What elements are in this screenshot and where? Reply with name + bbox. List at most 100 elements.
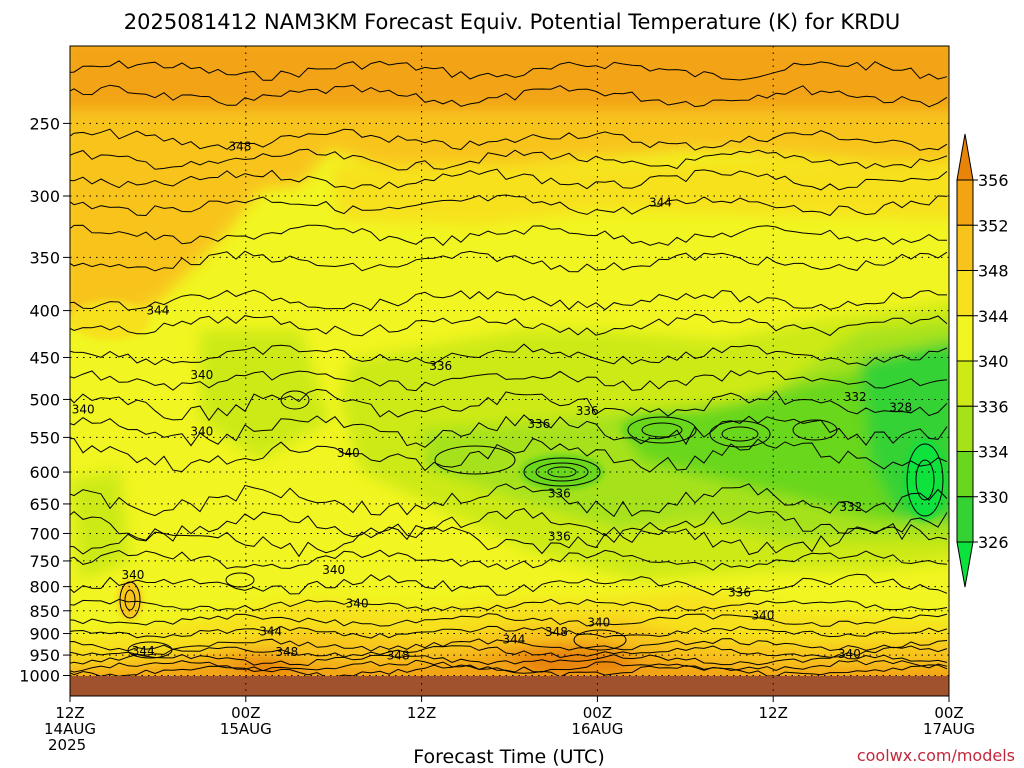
contour-label: 340 xyxy=(838,647,861,661)
contour-ring xyxy=(627,416,697,444)
y-tick-label: 700 xyxy=(29,524,60,543)
y-tick-label: 900 xyxy=(29,625,60,644)
colorbar-label: 336 xyxy=(978,397,1009,416)
contour-line xyxy=(70,573,948,596)
contour-line xyxy=(70,437,948,473)
y-tick-label: 950 xyxy=(29,646,60,665)
contour-label: 340 xyxy=(322,563,345,577)
colorbar-label: 348 xyxy=(978,262,1009,281)
contour-line xyxy=(70,128,948,151)
contour-label: 340 xyxy=(751,608,774,622)
colorbar-label: 356 xyxy=(978,171,1009,190)
y-tick-label: 850 xyxy=(29,602,60,621)
contour-line xyxy=(70,313,948,337)
y-tick-label: 500 xyxy=(29,390,60,409)
x-tick-label: 00Z xyxy=(231,704,260,722)
field-spot-4 xyxy=(905,440,945,520)
contour-line xyxy=(70,370,948,392)
field-band-top xyxy=(70,46,949,120)
contour-line xyxy=(70,148,948,171)
colorbar-swatch xyxy=(956,315,974,362)
plot-area xyxy=(70,46,949,696)
contour-label: 328 xyxy=(889,400,912,414)
contour-label: 340 xyxy=(337,446,360,460)
colorbar-swatch xyxy=(956,179,974,226)
gridlines xyxy=(70,46,949,696)
contour-label: 340 xyxy=(190,368,213,382)
colorbar-label: 326 xyxy=(978,533,1009,552)
contour-ring xyxy=(523,457,601,487)
contour-line xyxy=(70,598,948,611)
y-tick-label: 450 xyxy=(29,348,60,367)
contour-line xyxy=(70,60,948,81)
x-tick-label: 14AUG xyxy=(44,720,96,738)
contour-line xyxy=(70,388,948,422)
x-tick-label: 00Z xyxy=(583,704,612,722)
contour-label: 344 xyxy=(649,196,672,210)
field-spot-7 xyxy=(118,580,142,620)
contour-label: 340 xyxy=(190,425,213,439)
y-tick-label: 350 xyxy=(29,248,60,267)
field-band-upper xyxy=(70,110,949,320)
contour-line xyxy=(70,625,948,639)
y-tick-label: 650 xyxy=(29,495,60,514)
colorbar-label: 344 xyxy=(978,307,1009,326)
y-tick-label: 600 xyxy=(29,463,60,482)
field-spot-2 xyxy=(622,414,702,446)
contour-line xyxy=(70,508,948,543)
field-west-patch-2 xyxy=(70,470,130,580)
colorbar-swatch xyxy=(956,451,974,498)
x-tick-label: 12Z xyxy=(55,704,84,722)
colorbar-top-arrow xyxy=(956,133,974,181)
x-tick-label: 16AUG xyxy=(571,720,623,738)
contour-line xyxy=(70,645,948,659)
contour-label: 348 xyxy=(545,625,568,639)
contour-ring xyxy=(124,589,136,611)
contour-line xyxy=(70,638,948,652)
contour-ring xyxy=(119,581,141,619)
contour-label: 340 xyxy=(122,568,145,582)
field-west-patch xyxy=(200,330,330,460)
ground-strip xyxy=(70,676,949,696)
contour-line xyxy=(70,194,948,217)
colorbar-swatch xyxy=(956,270,974,317)
contour-label: 340 xyxy=(346,597,369,611)
chart-title: 2025081412 NAM3KM Forecast Equiv. Potent… xyxy=(124,10,901,34)
contour-ring xyxy=(792,419,838,441)
y-tick-label: 300 xyxy=(29,187,60,206)
contour-label: 344 xyxy=(132,644,155,658)
contour-label: 344 xyxy=(502,633,525,647)
contour-label: 336 xyxy=(548,486,571,500)
contour-ring xyxy=(127,641,173,659)
contour-label: 344 xyxy=(259,624,282,638)
y-tick-label: 400 xyxy=(29,302,60,321)
contour-ring xyxy=(573,629,627,651)
contour-line xyxy=(70,343,948,367)
y-tick-label: 800 xyxy=(29,578,60,597)
contour-ring xyxy=(535,462,589,482)
colorbar-swatch xyxy=(956,405,974,452)
colorbar-bottom-arrow xyxy=(956,541,974,588)
contour-line xyxy=(70,289,947,311)
contour-label: 340 xyxy=(72,403,95,417)
contour-label: 340 xyxy=(587,615,610,629)
contour-line xyxy=(70,414,948,448)
contour-label: 348 xyxy=(275,645,298,659)
field-spot-1 xyxy=(520,454,604,490)
contour-label: 344 xyxy=(146,304,169,318)
contour-label: 332 xyxy=(839,500,862,514)
contour-label: 336 xyxy=(576,404,599,418)
y-axis: 250 300 350 400 450 500 550 600 650 700 750 800 850 9… xyxy=(19,114,70,686)
contour-label: 336 xyxy=(429,359,452,373)
contour-label: 348 xyxy=(228,140,251,154)
contour-label: 336 xyxy=(548,529,571,543)
y-tick-label: 550 xyxy=(29,428,60,447)
x-tick-label: 00Z xyxy=(934,704,963,722)
y-tick-label: 250 xyxy=(29,114,60,133)
x-tick-label: 12Z xyxy=(407,704,436,722)
credit-text: coolwx.com/models xyxy=(857,746,1015,765)
y-tick-label: 750 xyxy=(29,552,60,571)
contour-line xyxy=(70,613,948,627)
colorbar-label: 334 xyxy=(978,443,1009,462)
